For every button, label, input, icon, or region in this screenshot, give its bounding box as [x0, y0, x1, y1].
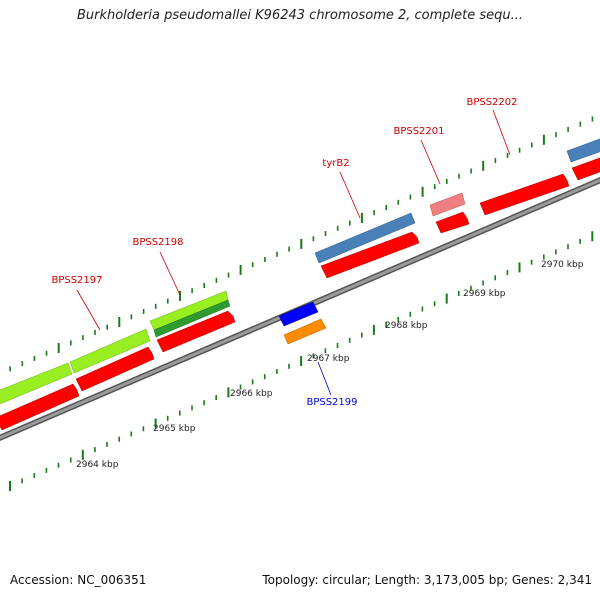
- kbp-label: 2964 kbp: [76, 460, 119, 470]
- gene-label-bpss2202[interactable]: BPSS2202: [466, 97, 517, 108]
- cds-arrow[interactable]: [75, 346, 155, 392]
- map-title: Burkholderia pseudomallei K96243 chromos…: [76, 8, 524, 23]
- gene-label-bpss2197[interactable]: BPSS2197: [51, 275, 102, 286]
- gene-label-bpss2198[interactable]: BPSS2198: [132, 237, 183, 248]
- feature-block[interactable]: [314, 212, 416, 264]
- accession-text: Accession: NC_006351: [10, 573, 147, 587]
- feature-block[interactable]: [566, 137, 600, 163]
- cds-track: [0, 156, 600, 431]
- kbp-label: 2967 kbp: [307, 354, 350, 364]
- cds-arrow[interactable]: [320, 231, 420, 279]
- upper-tick-track: [9, 116, 594, 372]
- cds-arrow[interactable]: [156, 310, 236, 353]
- gene-label-bpss2201[interactable]: BPSS2201: [393, 126, 444, 137]
- genome-stats-text: Topology: circular; Length: 3,173,005 bp…: [262, 573, 592, 587]
- label-leader: [492, 109, 511, 156]
- cds-arrow[interactable]: [479, 173, 570, 216]
- feature-block[interactable]: [278, 301, 319, 327]
- label-leaders: [76, 109, 511, 396]
- label-leader: [317, 361, 332, 396]
- label-leader: [339, 171, 361, 219]
- feature-block[interactable]: [283, 318, 327, 345]
- kbp-label: 2970 kbp: [541, 260, 584, 270]
- cds-arrow[interactable]: [0, 383, 80, 431]
- kbp-label: 2968 kbp: [385, 321, 428, 331]
- feature-block[interactable]: [0, 362, 73, 405]
- label-leader: [76, 289, 101, 331]
- lower-tick-track: [9, 231, 594, 491]
- gene-label-bpss2199[interactable]: BPSS2199: [306, 397, 357, 408]
- cds-arrow[interactable]: [571, 156, 600, 181]
- label-leader: [420, 139, 441, 185]
- cds-arrow[interactable]: [435, 211, 470, 234]
- feature-block[interactable]: [429, 192, 466, 217]
- label-leader: [159, 251, 181, 296]
- feature-block[interactable]: [153, 299, 231, 338]
- kbp-label: 2965 kbp: [153, 424, 196, 434]
- feature-block[interactable]: [69, 328, 151, 374]
- kbp-label: 2969 kbp: [463, 289, 506, 299]
- gene-label-tyrb2[interactable]: tyrB2: [322, 158, 349, 169]
- feature-track: [0, 137, 600, 405]
- kbp-label: 2966 kbp: [230, 389, 273, 399]
